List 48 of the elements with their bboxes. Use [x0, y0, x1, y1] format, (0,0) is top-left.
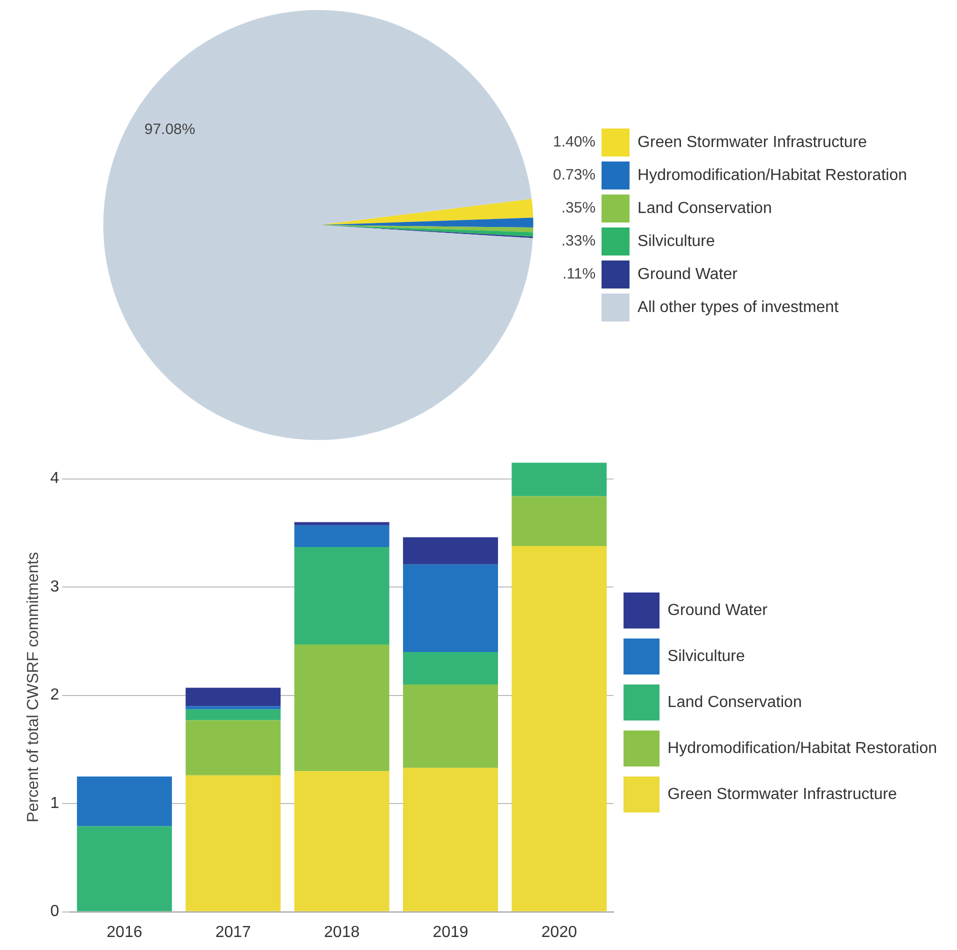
bar — [294, 525, 390, 548]
legend-label: Ground Water — [668, 602, 768, 619]
data-label: 0.73% — [552, 166, 596, 184]
bar — [512, 546, 607, 912]
x-tick-label: 2019 — [432, 924, 468, 941]
legend-label: Land Conservation — [668, 694, 802, 711]
legend-label: Hydromodification/Habitat Restoration — [668, 740, 938, 757]
data-label: .35% — [561, 200, 596, 217]
bar — [76, 826, 172, 912]
bar — [294, 522, 390, 526]
bar — [76, 776, 172, 826]
legend-label: Green Stormwater Infrastructure — [668, 786, 898, 803]
data-label: 97.08% — [144, 121, 196, 138]
y-tick-label: 2 — [50, 686, 60, 704]
bar — [186, 706, 281, 710]
bar — [512, 462, 607, 496]
bar — [294, 547, 390, 644]
legend-label: Silviculture — [638, 232, 715, 250]
bar — [403, 564, 498, 652]
x-tick-label: 2017 — [215, 924, 252, 941]
bar — [186, 688, 281, 706]
x-tick-label: 2020 — [541, 924, 578, 941]
legend-label: Land Conservation — [638, 200, 772, 217]
bar — [294, 644, 390, 772]
y-tick-label: 1 — [50, 794, 60, 812]
bar — [186, 720, 281, 776]
bar — [294, 771, 390, 912]
legend-label: Ground Water — [638, 266, 738, 283]
legend-label: Silviculture — [668, 648, 745, 665]
y-tick-label: 3 — [50, 578, 60, 596]
bar — [512, 496, 607, 546]
legend-label: Hydromodification/Habitat Restoration — [638, 166, 908, 184]
y-tick-label: 4 — [50, 470, 60, 488]
y-tick-label: 0 — [50, 903, 60, 920]
bar — [403, 652, 498, 684]
x-tick-label: 2018 — [324, 924, 360, 941]
bar — [403, 768, 498, 912]
legend-label: Green Stormwater Infrastructure — [638, 134, 868, 151]
y-axis-title: Percent of total CWSRF commitments — [25, 552, 42, 822]
bar — [186, 775, 281, 912]
bar — [403, 684, 498, 768]
bar — [186, 709, 281, 720]
x-tick-label: 2016 — [106, 924, 142, 941]
data-label: .11% — [562, 266, 596, 283]
legend-label: All other types of investment — [638, 298, 840, 316]
data-label: .33% — [561, 232, 596, 250]
data-label: 1.40% — [552, 134, 596, 151]
bar — [403, 537, 498, 564]
